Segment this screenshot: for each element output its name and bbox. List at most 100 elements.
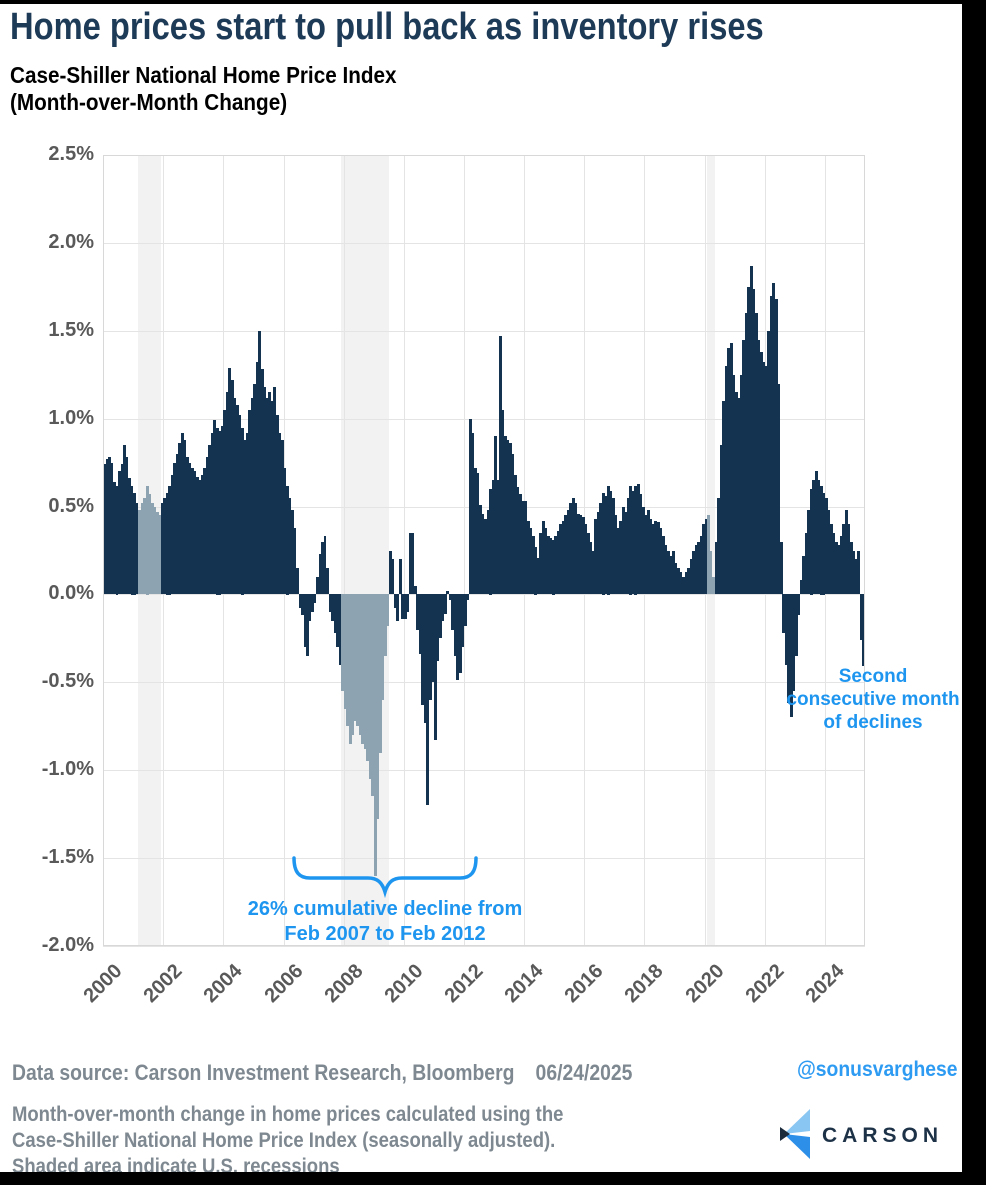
bar [854, 559, 858, 595]
bar [443, 594, 447, 614]
horizontal-gridline [103, 946, 865, 947]
bar [674, 562, 678, 595]
bar [270, 401, 274, 595]
bar [519, 494, 522, 595]
bar [306, 594, 309, 656]
bar [150, 503, 154, 595]
bar [195, 476, 199, 595]
y-tick-label: 2.0% [48, 230, 94, 253]
bar [516, 487, 520, 595]
bar [378, 594, 382, 753]
bar [684, 571, 688, 595]
bar [817, 480, 821, 595]
bar [659, 527, 663, 595]
bar [260, 369, 264, 595]
bar [794, 594, 798, 656]
border-top [0, 0, 986, 4]
bar [318, 554, 322, 595]
bar [767, 330, 771, 595]
bar [809, 489, 813, 595]
bar [782, 594, 786, 634]
bar [398, 559, 402, 595]
bar [649, 518, 653, 595]
bar [170, 474, 174, 595]
bar [130, 485, 134, 595]
bar [839, 536, 843, 595]
carson-logo-icon [780, 1109, 810, 1159]
bar [501, 409, 505, 595]
bar [436, 594, 440, 662]
bar [155, 511, 159, 595]
bar [453, 594, 457, 656]
bar [438, 594, 442, 639]
bar [546, 536, 550, 595]
bar [233, 397, 237, 595]
bar [431, 594, 435, 683]
bar [333, 594, 337, 634]
bar [727, 348, 731, 595]
bar [521, 501, 525, 595]
horizontal-gridline [103, 242, 865, 244]
bar [158, 515, 162, 595]
bar [376, 594, 380, 820]
bar [496, 480, 500, 595]
bar [165, 492, 169, 595]
bar [243, 439, 247, 595]
bar [857, 550, 861, 595]
bar [837, 545, 841, 595]
bar [255, 362, 259, 595]
bar [203, 467, 207, 595]
bar [694, 545, 698, 595]
bar [606, 485, 610, 595]
bar [351, 594, 355, 735]
carson-logo-text: CARSON [822, 1124, 944, 1147]
bar [103, 464, 106, 595]
vertical-gridline [463, 155, 465, 946]
bar [346, 594, 350, 727]
bar [799, 580, 803, 595]
y-tick-label: 0.5% [48, 494, 94, 517]
bar [574, 503, 578, 595]
bar [391, 559, 395, 595]
bar [666, 550, 670, 595]
bar [626, 497, 630, 595]
bar [180, 432, 184, 595]
horizontal-gridline [103, 770, 865, 772]
bar [128, 478, 131, 595]
y-tick-label: -1.5% [41, 846, 94, 869]
horizontal-gridline [103, 330, 865, 332]
bar [413, 585, 417, 595]
bar [784, 594, 788, 665]
annotation-cumulative-decline: 26% cumulative decline from Feb 2007 to … [225, 897, 545, 947]
bar [697, 541, 700, 595]
bar [248, 409, 252, 595]
bar [671, 550, 675, 595]
bar [113, 481, 116, 595]
bar [719, 445, 723, 595]
bar [366, 594, 370, 762]
bar [636, 483, 640, 595]
bar [178, 443, 182, 595]
bar [208, 445, 212, 595]
bar [331, 594, 334, 621]
bar [664, 545, 668, 595]
bar [734, 392, 738, 595]
bar [225, 392, 229, 595]
bar [789, 594, 793, 718]
border-bottom [0, 1172, 986, 1185]
page-title: Home prices start to pull back as invent… [10, 6, 764, 48]
bar [692, 550, 695, 595]
bar [338, 594, 342, 665]
bar [228, 367, 232, 595]
bar [847, 524, 851, 595]
bar [529, 527, 533, 595]
horizontal-gridline [103, 858, 865, 860]
bar [599, 503, 603, 595]
bar [278, 432, 282, 595]
bar [579, 515, 583, 595]
bar [190, 467, 194, 595]
bar [824, 497, 828, 595]
bar [476, 473, 480, 595]
bar [747, 286, 751, 595]
bar [118, 471, 121, 595]
